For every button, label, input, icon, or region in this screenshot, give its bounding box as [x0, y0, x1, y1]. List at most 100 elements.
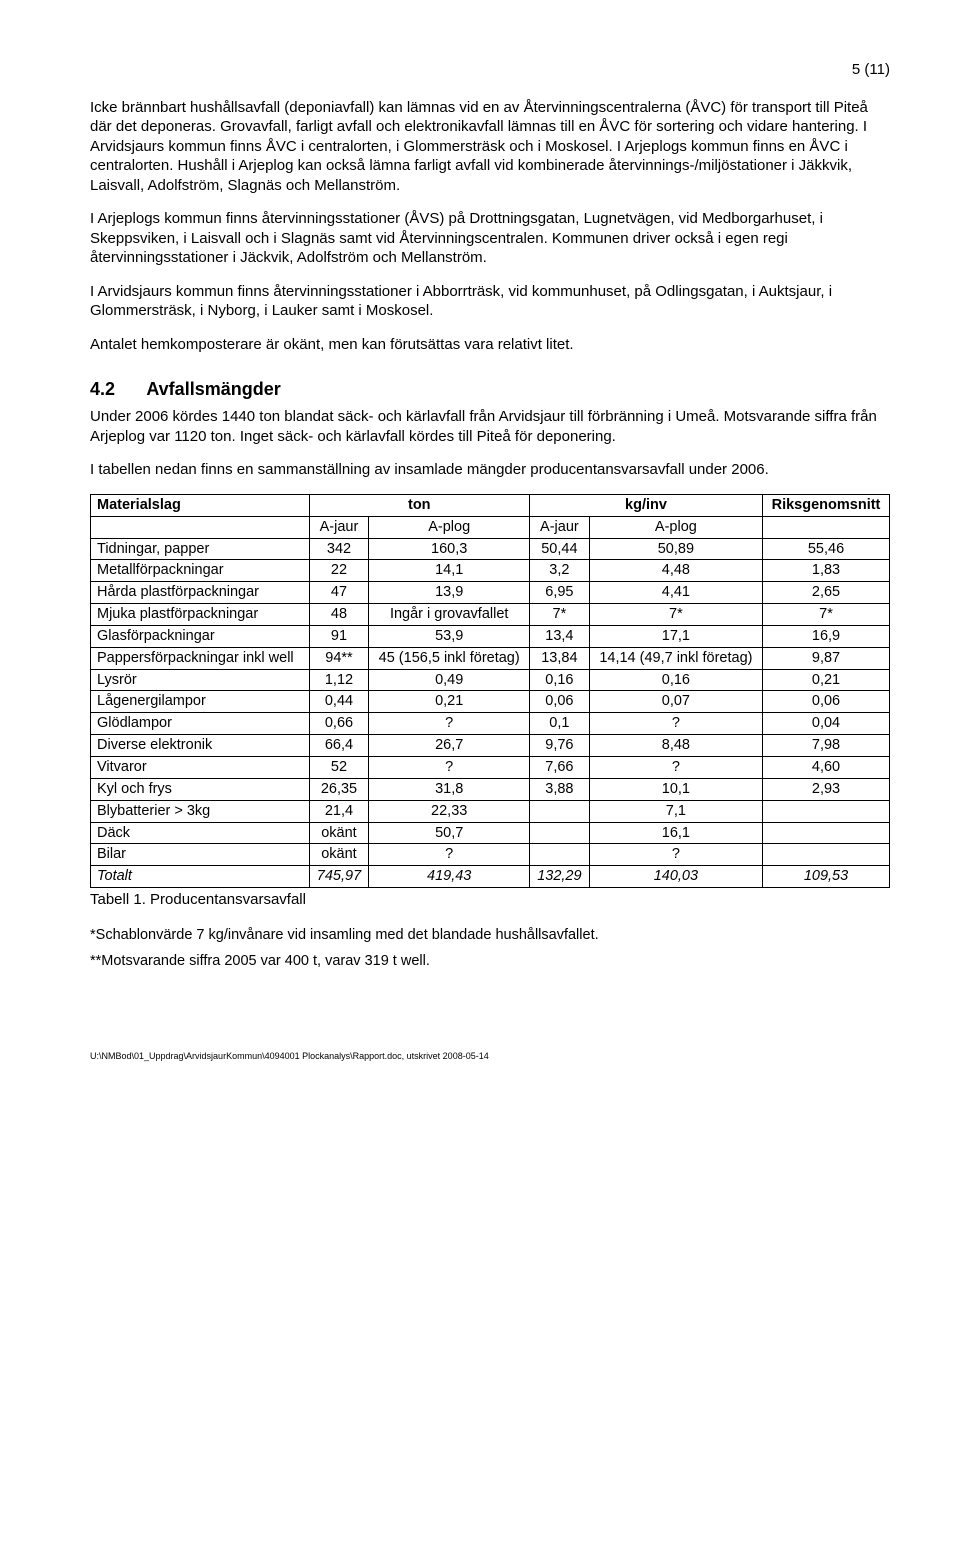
- table-row: Vitvaror52?7,66?4,60: [91, 757, 890, 779]
- paragraph-6: I tabellen nedan finns en sammanställnin…: [90, 460, 890, 480]
- cell-value: 45 (156,5 inkl företag): [369, 647, 530, 669]
- cell-value: 1,83: [763, 560, 890, 582]
- subheader-aplog1: A-plog: [369, 516, 530, 538]
- section-heading: 4.2 Avfallsmängder: [90, 378, 890, 401]
- table-row: Glödlampor0,66?0,1?0,04: [91, 713, 890, 735]
- table-row: Kyl och frys26,3531,83,8810,12,93: [91, 778, 890, 800]
- cell-value: 50,7: [369, 822, 530, 844]
- paragraph-3: I Arvidsjaurs kommun finns återvinningss…: [90, 282, 890, 321]
- table-row: Tidningar, papper342160,350,4450,8955,46: [91, 538, 890, 560]
- cell-value: [529, 800, 589, 822]
- cell-value: Ingår i grovavfallet: [369, 604, 530, 626]
- cell-value: 50,44: [529, 538, 589, 560]
- cell-value: 0,16: [529, 669, 589, 691]
- footer-path: U:\NMBod\01_Uppdrag\ArvidsjaurKommun\409…: [90, 1051, 890, 1063]
- cell-value: 160,3: [369, 538, 530, 560]
- cell-material: Glödlampor: [91, 713, 310, 735]
- cell-value: 2,65: [763, 582, 890, 604]
- paragraph-2: I Arjeplogs kommun finns återvinningssta…: [90, 209, 890, 268]
- subheader-empty2: [763, 516, 890, 538]
- cell-value: 91: [309, 625, 369, 647]
- cell-value: 10,1: [589, 778, 762, 800]
- cell-value: 0,06: [763, 691, 890, 713]
- footnote-2: **Motsvarande siffra 2005 var 400 t, var…: [90, 952, 890, 971]
- cell-value: 0,49: [369, 669, 530, 691]
- cell-value: 0,21: [763, 669, 890, 691]
- table-total-row: Totalt 745,97 419,43 132,29 140,03 109,5…: [91, 866, 890, 888]
- cell-value: 7,1: [589, 800, 762, 822]
- cell-value: 94**: [309, 647, 369, 669]
- cell-value: 53,9: [369, 625, 530, 647]
- cell-value: 13,4: [529, 625, 589, 647]
- cell-value: 13,84: [529, 647, 589, 669]
- cell-value: 2,93: [763, 778, 890, 800]
- cell-material: Hårda plastförpackningar: [91, 582, 310, 604]
- cell-value: 3,88: [529, 778, 589, 800]
- cell-value: ?: [369, 757, 530, 779]
- cell-value: ?: [589, 757, 762, 779]
- cell-value: 7*: [589, 604, 762, 626]
- cell-material: Glasförpackningar: [91, 625, 310, 647]
- cell-value: 14,14 (49,7 inkl företag): [589, 647, 762, 669]
- total-v4: 109,53: [763, 866, 890, 888]
- table-row: Diverse elektronik66,426,79,768,487,98: [91, 735, 890, 757]
- cell-value: 0,07: [589, 691, 762, 713]
- cell-value: 26,35: [309, 778, 369, 800]
- table-row: Lågenergilampor0,440,210,060,070,06: [91, 691, 890, 713]
- total-label: Totalt: [91, 866, 310, 888]
- cell-material: Bilar: [91, 844, 310, 866]
- col-riks: Riksgenomsnitt: [763, 494, 890, 516]
- subheader-empty: [91, 516, 310, 538]
- paragraph-1: Icke brännbart hushållsavfall (deponiavf…: [90, 98, 890, 196]
- cell-value: 6,95: [529, 582, 589, 604]
- cell-value: 0,66: [309, 713, 369, 735]
- cell-value: 26,7: [369, 735, 530, 757]
- cell-material: Diverse elektronik: [91, 735, 310, 757]
- cell-value: okänt: [309, 822, 369, 844]
- table-row: Mjuka plastförpackningar48Ingår i grovav…: [91, 604, 890, 626]
- cell-value: 4,48: [589, 560, 762, 582]
- cell-value: 0,44: [309, 691, 369, 713]
- table-row: Pappersförpackningar inkl well94**45 (15…: [91, 647, 890, 669]
- cell-value: 0,16: [589, 669, 762, 691]
- cell-value: ?: [589, 713, 762, 735]
- cell-value: 0,1: [529, 713, 589, 735]
- cell-material: Mjuka plastförpackningar: [91, 604, 310, 626]
- cell-value: 7*: [763, 604, 890, 626]
- table-row: Bilarokänt??: [91, 844, 890, 866]
- cell-material: Däck: [91, 822, 310, 844]
- cell-value: 13,9: [369, 582, 530, 604]
- table-subheader-row: A-jaur A-plog A-jaur A-plog: [91, 516, 890, 538]
- table-row: Lysrör1,120,490,160,160,21: [91, 669, 890, 691]
- cell-value: 3,2: [529, 560, 589, 582]
- cell-value: [763, 800, 890, 822]
- cell-material: Vitvaror: [91, 757, 310, 779]
- cell-value: 0,21: [369, 691, 530, 713]
- cell-value: 48: [309, 604, 369, 626]
- page-number: 5 (11): [90, 60, 890, 80]
- cell-value: [763, 844, 890, 866]
- cell-material: Lysrör: [91, 669, 310, 691]
- cell-value: 47: [309, 582, 369, 604]
- cell-value: 0,06: [529, 691, 589, 713]
- cell-value: 14,1: [369, 560, 530, 582]
- table-row: Hårda plastförpackningar4713,96,954,412,…: [91, 582, 890, 604]
- cell-value: 342: [309, 538, 369, 560]
- cell-value: ?: [589, 844, 762, 866]
- section-number: 4.2: [90, 378, 142, 401]
- cell-value: 55,46: [763, 538, 890, 560]
- table-row: Metallförpackningar2214,13,24,481,83: [91, 560, 890, 582]
- cell-value: ?: [369, 844, 530, 866]
- cell-value: 22,33: [369, 800, 530, 822]
- paragraph-5: Under 2006 kördes 1440 ton blandat säck-…: [90, 407, 890, 446]
- cell-value: okänt: [309, 844, 369, 866]
- cell-material: Blybatterier > 3kg: [91, 800, 310, 822]
- cell-value: 7*: [529, 604, 589, 626]
- paragraph-4: Antalet hemkomposterare är okänt, men ka…: [90, 335, 890, 355]
- cell-material: Tidningar, papper: [91, 538, 310, 560]
- cell-value: 66,4: [309, 735, 369, 757]
- cell-value: 16,1: [589, 822, 762, 844]
- col-ton: ton: [309, 494, 529, 516]
- cell-value: 7,66: [529, 757, 589, 779]
- table-row: Glasförpackningar9153,913,417,116,9: [91, 625, 890, 647]
